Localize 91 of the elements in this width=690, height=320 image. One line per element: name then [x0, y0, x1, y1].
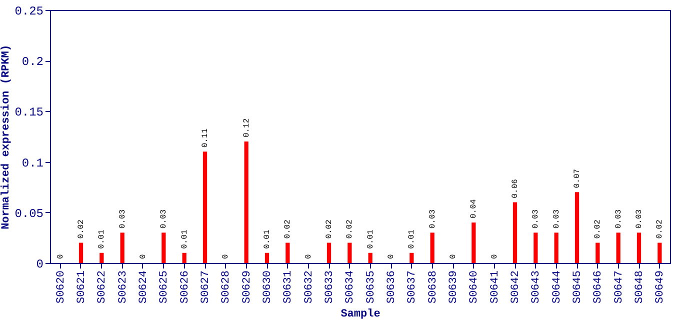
y-tick-label: 0.05 [14, 206, 44, 221]
data-label: 0 [490, 254, 500, 259]
bar [554, 232, 558, 263]
x-tick-label: S0633 [324, 270, 336, 304]
y-tick-label: 0 [36, 258, 44, 272]
y-tick-label: 0.15 [14, 106, 44, 120]
data-label: 0.01 [263, 229, 272, 249]
x-tick-label: S0647 [613, 270, 626, 304]
data-label: 0.04 [470, 199, 479, 219]
x-tick-label: S0634 [344, 270, 357, 304]
x-tick-label: S0640 [468, 270, 481, 304]
x-tick-label: S0627 [200, 270, 212, 304]
x-tick-label: S0637 [406, 270, 419, 304]
bar [472, 222, 476, 263]
data-label: 0 [387, 254, 396, 259]
data-label: 0.03 [635, 209, 644, 229]
x-tick-label: S0635 [365, 270, 378, 304]
data-label: 0 [56, 254, 66, 259]
x-axis-title: Sample [340, 308, 381, 320]
bar [348, 242, 352, 263]
bar [202, 152, 208, 263]
x-tick-label: S0648 [634, 270, 646, 304]
data-label: 0.03 [160, 209, 169, 229]
bar [264, 252, 270, 263]
bar [534, 232, 538, 263]
y-tick-label: 0.1 [22, 156, 44, 170]
bar [596, 242, 600, 263]
data-label: 0.01 [98, 229, 107, 249]
bar [120, 232, 124, 263]
data-label: 0.03 [552, 209, 562, 229]
x-tick-label: S0623 [117, 270, 130, 304]
y-tick-label: 0.2 [22, 55, 44, 70]
x-tick-label: S0622 [96, 270, 109, 304]
data-label: 0 [304, 254, 314, 259]
bar [512, 202, 518, 263]
data-label: 0.02 [284, 219, 293, 239]
x-tick-label: S0649 [654, 270, 667, 304]
x-tick-label: S0639 [448, 270, 460, 304]
x-tick-label: S0624 [138, 270, 150, 304]
bar [162, 232, 166, 263]
data-label: 0 [222, 254, 231, 259]
x-tick-label: S0632 [303, 270, 316, 304]
bar [244, 142, 248, 263]
data-label: 0.03 [532, 209, 541, 229]
x-tick-label: S0645 [572, 270, 584, 304]
data-label: 0.02 [77, 219, 86, 239]
data-label: 0 [449, 254, 458, 259]
x-tick-label: S0621 [76, 270, 88, 304]
data-label: 0.01 [408, 229, 417, 249]
x-tick-label: S0625 [158, 270, 171, 304]
x-tick-label: S0641 [489, 270, 502, 304]
bar [658, 242, 662, 263]
data-label: 0.07 [573, 168, 582, 188]
data-label: 0.01 [366, 229, 376, 249]
x-tick-label: S0626 [179, 270, 192, 304]
bar [100, 252, 104, 263]
bar [410, 252, 414, 263]
data-label: 0.03 [428, 209, 438, 229]
x-tick-label: S0631 [282, 270, 295, 304]
bar [78, 242, 84, 263]
data-label: 0.11 [201, 128, 210, 148]
x-tick-label: S0643 [530, 270, 543, 304]
data-label: 0.03 [614, 209, 624, 229]
data-label: 0.02 [325, 219, 334, 239]
data-label: 0.02 [594, 219, 603, 239]
x-tick-label: S0636 [386, 270, 398, 304]
data-label: 0.03 [118, 209, 128, 229]
x-tick-label: S0638 [427, 270, 440, 304]
data-label: 0.02 [346, 219, 355, 239]
x-tick-label: S0644 [551, 270, 564, 304]
data-label: 0 [139, 254, 148, 259]
y-tick-label: 0.25 [14, 4, 44, 18]
bar [636, 232, 642, 263]
x-tick-label: S0629 [241, 270, 254, 304]
data-label: 0.02 [656, 219, 665, 239]
x-tick-label: S0642 [510, 270, 522, 304]
data-label: 0.06 [511, 178, 520, 198]
bar [286, 242, 290, 263]
bar [182, 252, 186, 263]
x-tick-label: S0630 [262, 270, 274, 304]
bar [368, 252, 372, 263]
x-tick-label: S0628 [220, 270, 233, 304]
bar [326, 242, 332, 263]
x-tick-label: S0646 [592, 270, 605, 304]
y-axis-title: Normalized expression (RPKM) [0, 44, 13, 230]
bar [574, 192, 580, 263]
x-tick-label: S0620 [55, 270, 68, 304]
bar [430, 232, 434, 263]
bar [616, 232, 620, 263]
data-label: 0.01 [180, 229, 190, 249]
data-label: 0.12 [242, 118, 252, 138]
